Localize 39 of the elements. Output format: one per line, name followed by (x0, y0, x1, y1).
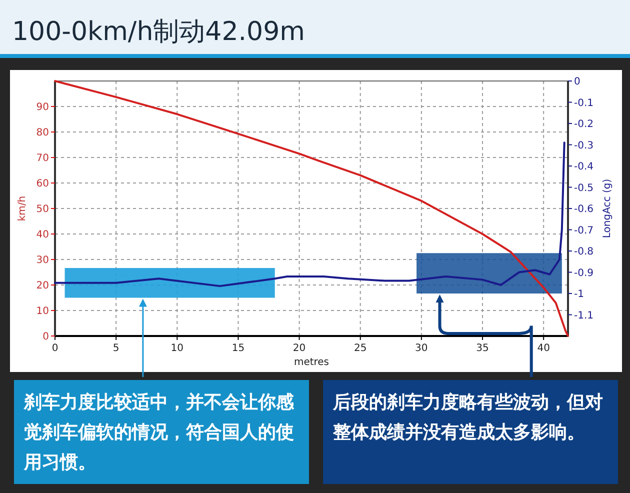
x-tick-label: 10 (170, 343, 184, 354)
y2-tick-label: -0.8 (574, 246, 594, 258)
x-tick-label: 40 (537, 343, 550, 354)
y-tick-label: 40 (36, 230, 49, 240)
x-tick-label: 25 (354, 343, 367, 354)
x-tick-label: 20 (292, 343, 306, 354)
y2-axis-title: LongAcc (g) (602, 178, 613, 238)
y-axis-title: km/h (17, 196, 28, 222)
x-tick-label: 30 (415, 343, 428, 354)
chart-title: 100-0km/h制动42.09m (12, 17, 305, 47)
y-tick-label: 90 (36, 102, 49, 113)
x-tick-label: 35 (476, 343, 489, 354)
text: 后段的刹车力度略有些波动，但对整体成绩并没有造成太多影响。 (332, 392, 603, 443)
y-tick-label: 0 (42, 332, 49, 342)
y-tick-label: 80 (36, 128, 49, 138)
text: 刹车力度比较适中，并不会让你感觉刹车偏软的情况，符合国人的使用习惯。 (23, 392, 295, 473)
y2-tick-label: -0.2 (574, 119, 594, 130)
y2-tick-label: -0.1 (574, 98, 594, 109)
y2-tick-label: -0.3 (574, 140, 594, 152)
y-tick-label: 70 (36, 153, 49, 164)
line-series (54, 142, 566, 288)
y2-tick-label: 0 (574, 76, 580, 88)
y-tick-label: 20 (36, 280, 49, 292)
y2-tick-label: -0.6 (574, 204, 594, 215)
x-tick-label: 5 (112, 343, 120, 354)
y-tick-label: 10 (36, 306, 49, 317)
y2-tick-label: -0.4 (574, 162, 594, 172)
y2-tick-label: -0.5 (574, 182, 594, 194)
y2-tick-label: -0.7 (574, 225, 594, 236)
x-tick-label: 15 (232, 343, 245, 354)
y-tick-label: 30 (36, 255, 49, 266)
line-series (54, 80, 569, 337)
y2-tick-label: -1 (574, 289, 584, 300)
x-tick-label: 0 (52, 343, 58, 354)
x-axis-title: metres (294, 357, 330, 368)
y2-tick-label: -1.1 (574, 310, 594, 322)
y-tick-label: 50 (36, 204, 49, 215)
y-tick-label: 60 (36, 178, 49, 190)
y2-tick-label: -0.9 (574, 268, 594, 279)
